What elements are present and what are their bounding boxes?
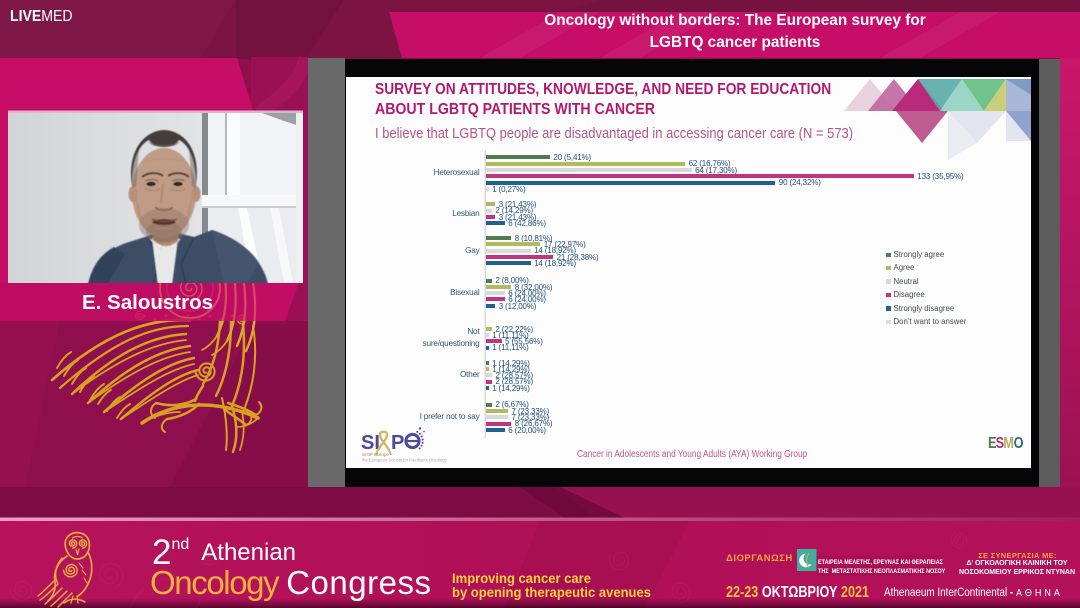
svg-text:M: M [1003, 435, 1014, 453]
svg-text:O: O [1014, 435, 1024, 453]
svg-text:SIOP Europe: SIOP Europe [362, 452, 389, 457]
svg-text:S: S [996, 435, 1005, 453]
svg-text:SI: SI [361, 432, 380, 454]
svg-text:E: E [988, 435, 997, 453]
svg-text:the European Society for Paedi: the European Society for Paediatric Onco… [362, 458, 448, 463]
svg-text:P: P [391, 432, 404, 454]
